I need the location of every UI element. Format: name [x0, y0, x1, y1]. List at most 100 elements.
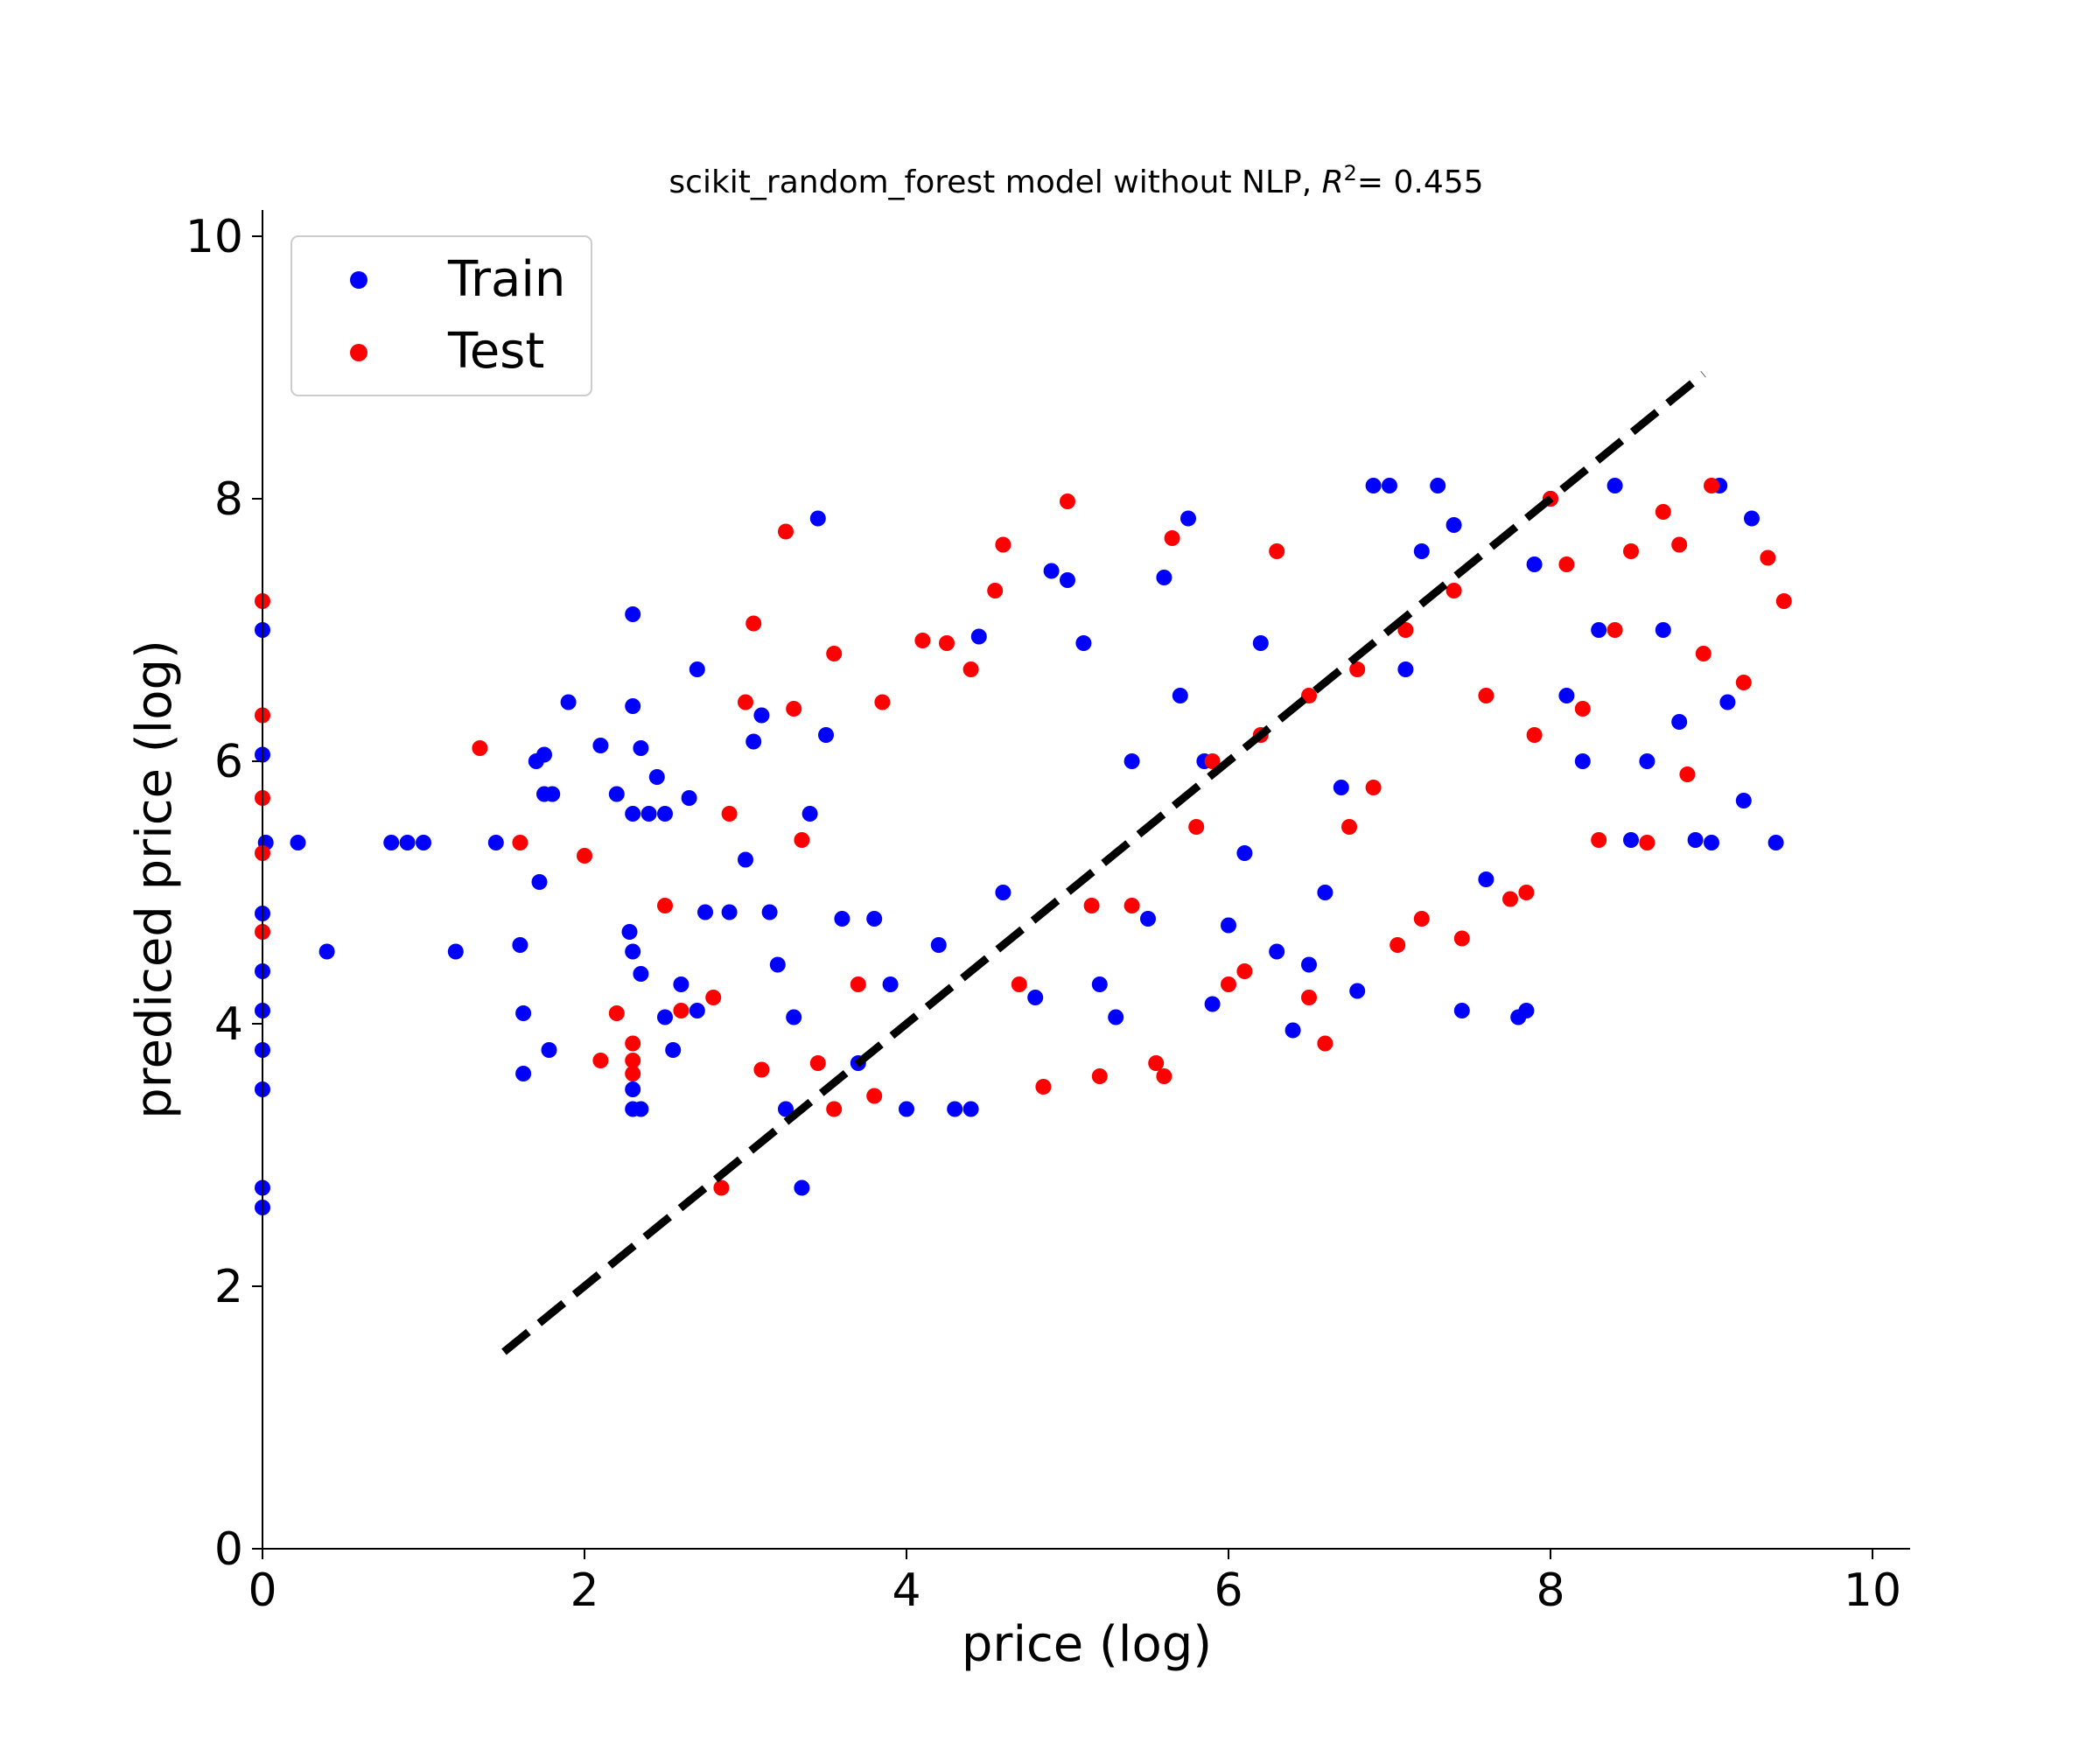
- y-tick-label: 6: [214, 736, 243, 788]
- test-point: [1124, 898, 1140, 914]
- train-point: [648, 769, 665, 785]
- y-axis-label: prediced price (log): [126, 640, 183, 1119]
- train-point: [746, 733, 762, 750]
- train-point: [1236, 845, 1253, 861]
- train-point: [447, 943, 464, 960]
- train-point: [802, 806, 818, 822]
- train-point: [1719, 694, 1736, 710]
- test-point: [1526, 727, 1543, 743]
- test-point: [874, 694, 891, 710]
- train-point: [633, 966, 649, 982]
- test-point: [1518, 885, 1535, 900]
- test-point: [939, 635, 955, 651]
- test-point: [625, 1053, 641, 1068]
- train-point: [769, 956, 786, 973]
- test-point: [1035, 1079, 1052, 1095]
- train-point: [536, 746, 552, 763]
- test-point: [753, 1061, 770, 1078]
- chart-title: scikit_random_forest model without NLP, …: [668, 161, 1483, 200]
- train-point: [512, 937, 528, 953]
- train-point: [1365, 478, 1382, 494]
- test-point: [1478, 688, 1494, 704]
- test-point: [1397, 622, 1414, 638]
- test-point: [577, 848, 592, 864]
- test-series: [255, 478, 1792, 1196]
- test-point: [1188, 819, 1205, 835]
- train-point: [383, 835, 400, 850]
- train-point: [866, 911, 883, 927]
- train-point: [1446, 517, 1462, 533]
- train-point: [487, 835, 504, 850]
- train-point: [625, 606, 641, 622]
- train-point: [697, 904, 713, 920]
- test-point: [1413, 911, 1430, 927]
- test-point: [1574, 701, 1591, 717]
- train-point: [541, 1042, 557, 1058]
- test-point: [1011, 976, 1027, 992]
- y-tick-label: 4: [214, 998, 243, 1051]
- train-point: [1478, 872, 1494, 887]
- train-point: [665, 1042, 682, 1058]
- train-point: [1526, 556, 1543, 572]
- train-point: [753, 707, 770, 724]
- train-point: [721, 904, 738, 920]
- test-point: [673, 1003, 690, 1018]
- test-point: [657, 898, 673, 914]
- test-point: [962, 662, 979, 677]
- test-point: [1365, 780, 1382, 795]
- train-point: [1027, 990, 1044, 1005]
- train-point: [608, 786, 625, 802]
- test-point: [746, 615, 762, 632]
- test-point: [1269, 543, 1285, 559]
- test-point: [995, 536, 1012, 553]
- train-point: [633, 740, 649, 756]
- train-point: [818, 727, 834, 743]
- train-point: [1430, 478, 1446, 494]
- train-point: [1558, 688, 1575, 704]
- test-point: [1446, 583, 1462, 598]
- test-point: [866, 1088, 883, 1104]
- train-point: [1180, 510, 1196, 527]
- train-point: [515, 1066, 532, 1082]
- test-point: [1655, 504, 1671, 520]
- train-point: [1284, 1022, 1301, 1039]
- train-point: [1156, 570, 1172, 585]
- train-point: [1591, 622, 1607, 638]
- train-point: [962, 1101, 979, 1117]
- train-point: [899, 1101, 914, 1117]
- train-point: [399, 835, 416, 850]
- train-point: [1671, 714, 1688, 730]
- test-point: [721, 806, 738, 822]
- train-point: [416, 835, 431, 850]
- y-tick-label: 8: [214, 473, 243, 526]
- train-point: [531, 874, 548, 890]
- x-tick-label: 2: [570, 1564, 598, 1617]
- train-point: [1043, 563, 1060, 579]
- test-point: [1221, 976, 1236, 992]
- test-point: [625, 1035, 641, 1052]
- train-point: [1349, 983, 1366, 999]
- train-point: [1687, 832, 1704, 848]
- train-point: [1413, 543, 1430, 559]
- train-point: [738, 851, 753, 868]
- train-point: [640, 806, 657, 822]
- test-point: [826, 646, 843, 662]
- test-point: [850, 976, 866, 992]
- test-point: [1775, 593, 1792, 609]
- test-point: [794, 832, 810, 848]
- legend-marker-train: [350, 271, 368, 289]
- train-point: [1091, 976, 1108, 992]
- test-point: [1558, 556, 1575, 572]
- train-point: [592, 738, 609, 753]
- test-point: [1236, 963, 1253, 979]
- reference-line: [501, 371, 1706, 1355]
- test-point: [1301, 990, 1317, 1005]
- y-ticks: 0 2 4 6 8 10: [186, 211, 262, 1576]
- test-point: [1083, 898, 1100, 914]
- train-point: [930, 937, 947, 953]
- train-point: [1060, 572, 1075, 588]
- train-point: [1704, 835, 1719, 850]
- test-point: [1679, 766, 1696, 782]
- test-point: [1671, 536, 1688, 553]
